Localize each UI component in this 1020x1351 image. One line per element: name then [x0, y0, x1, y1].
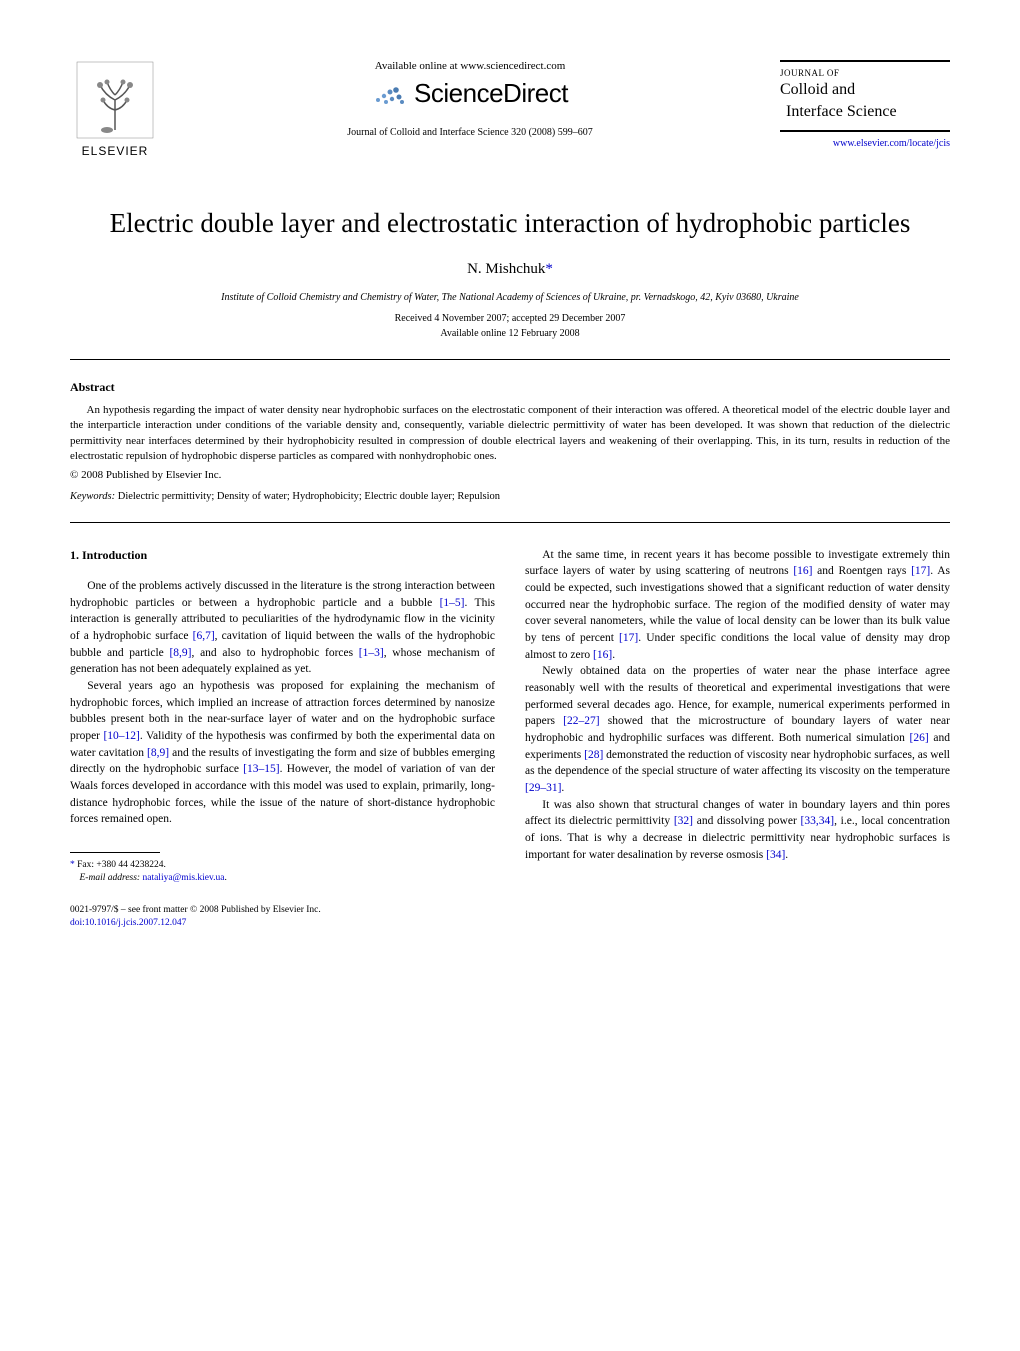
ref-link[interactable]: [22–27]	[563, 715, 599, 727]
ref-link[interactable]: [1–5]	[440, 597, 465, 609]
doi-link[interactable]: doi:10.1016/j.jcis.2007.12.047	[70, 917, 495, 930]
ref-link[interactable]: [16]	[593, 649, 612, 661]
ref-link[interactable]: [6,7]	[193, 630, 215, 642]
ref-link[interactable]: [34]	[766, 849, 785, 861]
abstract-heading: Abstract	[70, 380, 950, 395]
ref-link[interactable]: [8,9]	[169, 647, 191, 659]
ref-link[interactable]: [1–3]	[359, 647, 384, 659]
email-label: E-mail address:	[80, 873, 141, 883]
intro-para-2: Several years ago an hypothesis was prop…	[70, 678, 495, 828]
intro-para-4: Newly obtained data on the properties of…	[525, 663, 950, 796]
ref-link[interactable]: [16]	[793, 565, 812, 577]
divider	[70, 359, 950, 360]
fax-text: Fax: +380 44 4238224.	[77, 860, 166, 870]
ref-link[interactable]: [28]	[584, 749, 603, 761]
sciencedirect-icon	[372, 80, 408, 108]
left-column: 1. Introduction One of the problems acti…	[70, 547, 495, 931]
author-name: N. Mishchuk	[467, 261, 545, 277]
keywords-line: Keywords: Dielectric permittivity; Densi…	[70, 491, 950, 502]
header-row: ELSEVIER Available online at www.science…	[70, 60, 950, 158]
journal-name-line2: Interface Science	[780, 102, 950, 122]
sciencedirect-row: ScienceDirect	[160, 78, 780, 109]
sciencedirect-label: ScienceDirect	[414, 78, 568, 109]
journal-url-link[interactable]: www.elsevier.com/locate/jcis	[780, 138, 950, 149]
journal-of-label: JOURNAL OF	[780, 68, 950, 78]
journal-info-block: JOURNAL OF Colloid and Interface Science…	[780, 60, 950, 149]
abstract-copyright: © 2008 Published by Elsevier Inc.	[70, 469, 950, 481]
email-link[interactable]: nataliya@mis.kiev.ua	[142, 873, 224, 883]
author-line: N. Mishchuk*	[70, 261, 950, 278]
elsevier-block: ELSEVIER	[70, 60, 160, 158]
ref-link[interactable]: [26]	[910, 732, 929, 744]
ref-link[interactable]: [29–31]	[525, 782, 561, 794]
footnote-block: * Fax: +380 44 4238224. E-mail address: …	[70, 859, 495, 886]
ref-link[interactable]: [32]	[674, 815, 693, 827]
footnote-divider	[70, 852, 160, 853]
elsevier-label: ELSEVIER	[82, 144, 149, 158]
ref-link[interactable]: [13–15]	[243, 763, 279, 775]
affiliation: Institute of Colloid Chemistry and Chemi…	[70, 292, 950, 303]
intro-heading: 1. Introduction	[70, 547, 495, 564]
ref-link[interactable]: [17]	[619, 632, 638, 644]
available-online-text: Available online at www.sciencedirect.co…	[160, 60, 780, 72]
received-accepted-dates: Received 4 November 2007; accepted 29 De…	[70, 313, 950, 324]
keywords-label: Keywords:	[70, 491, 115, 502]
issn-copyright: 0021-9797/$ – see front matter © 2008 Pu…	[70, 904, 495, 917]
bottom-info: 0021-9797/$ – see front matter © 2008 Pu…	[70, 904, 495, 931]
ref-link[interactable]: [17]	[911, 565, 930, 577]
article-title: Electric double layer and electrostatic …	[70, 208, 950, 239]
keywords-values: Dielectric permittivity; Density of wate…	[115, 491, 500, 502]
ref-link[interactable]: [10–12]	[103, 730, 139, 742]
abstract-body: An hypothesis regarding the impact of wa…	[70, 403, 950, 465]
center-header: Available online at www.sciencedirect.co…	[160, 60, 780, 138]
elsevier-tree-logo	[75, 60, 155, 140]
intro-para-3: At the same time, in recent years it has…	[525, 547, 950, 664]
ref-link[interactable]: [8,9]	[147, 747, 169, 759]
intro-para-1: One of the problems actively discussed i…	[70, 578, 495, 678]
available-online-date: Available online 12 February 2008	[70, 328, 950, 339]
intro-para-5: It was also shown that structural change…	[525, 797, 950, 864]
right-column: At the same time, in recent years it has…	[525, 547, 950, 931]
corresponding-marker[interactable]: *	[545, 261, 553, 277]
journal-citation: Journal of Colloid and Interface Science…	[160, 127, 780, 138]
journal-name-line1: Colloid and	[780, 80, 950, 100]
ref-link[interactable]: [33,34]	[801, 815, 835, 827]
divider	[70, 522, 950, 523]
body-columns: 1. Introduction One of the problems acti…	[70, 547, 950, 931]
corresponding-star-icon: *	[70, 860, 75, 870]
